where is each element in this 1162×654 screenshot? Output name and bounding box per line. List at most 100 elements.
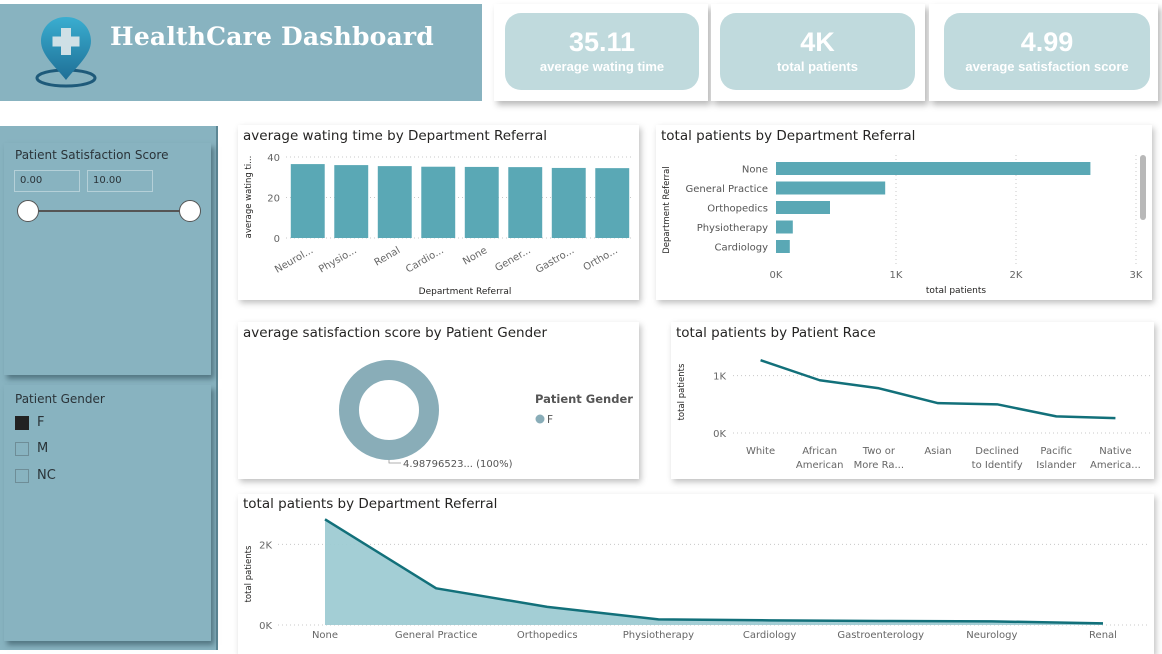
checkbox[interactable] (15, 469, 29, 483)
x-tick-label: Renal (373, 245, 403, 268)
chart-card-patients-by-department-area[interactable]: total patients by Department Referral 0K… (238, 494, 1154, 654)
slider-max-handle[interactable] (179, 200, 201, 222)
checkbox[interactable] (15, 442, 29, 456)
bar (776, 162, 1091, 175)
legend-marker (535, 414, 545, 424)
x-tick-label: Neurol... (273, 245, 315, 276)
x-tick-label: 3K (1130, 270, 1143, 281)
y-tick-label: 2K (259, 540, 272, 551)
bar (595, 168, 630, 238)
kpi-value: 35.11 (568, 27, 636, 57)
x-tick-label: Islander (1036, 460, 1077, 471)
option-label: F (37, 415, 45, 430)
slider-min-handle[interactable] (17, 200, 39, 222)
checkbox-checked[interactable] (15, 416, 29, 430)
x-tick-label: Asian (924, 446, 951, 457)
y-axis-title: total patients (244, 545, 254, 602)
chart-title: total patients by Patient Race (676, 325, 876, 341)
x-tick-label: Physio... (317, 245, 359, 275)
chart-card-patients-by-race[interactable]: total patients by Patient Race 0K 1K White… (671, 322, 1154, 479)
legend-title: Patient Gender (535, 392, 633, 406)
bar (464, 166, 499, 238)
x-tick-label: Declined (975, 446, 1019, 457)
bar (421, 166, 456, 238)
x-tick-label: None (461, 245, 489, 268)
x-tick-label: Gastroenterology (837, 630, 924, 641)
kpi-card-average-satisfaction-score[interactable]: 4.99 average satisfaction score (944, 13, 1150, 90)
x-tick-label: White (746, 446, 775, 457)
option-label: NC (37, 468, 56, 483)
bar (776, 201, 830, 214)
y-axis-title: total patients (677, 363, 687, 420)
kpi-card-average-waiting-time[interactable]: 35.11 average wating time (505, 13, 699, 90)
kpi-label: average wating time (539, 59, 665, 74)
data-label: 4.98796523... (100%) (403, 459, 513, 470)
bar (508, 167, 543, 238)
y-tick-label: Cardiology (715, 243, 769, 254)
bar (776, 181, 886, 195)
medical-location-pin-icon (35, 17, 97, 88)
waiting-time-bar-chart: 0 20 40 Neurol... Physio... Renal Cardio... Non… (244, 153, 634, 297)
x-tick-label: Cardio... (404, 245, 446, 275)
slicer-title: Patient Gender (15, 392, 105, 406)
chart-title: average wating time by Department Referr… (243, 128, 547, 144)
max-value-input[interactable]: 10.00 (87, 170, 153, 192)
scrollbar-thumb[interactable] (1140, 155, 1146, 220)
x-tick-label: Gastro... (534, 245, 576, 276)
legend-item: F (547, 414, 553, 426)
min-value-input[interactable]: 0.00 (14, 170, 80, 192)
x-tick-label: Ortho... (582, 245, 620, 273)
chart-title: total patients by Department Referral (661, 128, 916, 144)
satisfaction-score-slicer: Patient Satisfaction Score 0.00 10.00 (4, 143, 211, 375)
y-tick-label: Orthopedics (707, 204, 768, 215)
kpi-value: 4K (800, 27, 835, 57)
x-tick-label: 1K (890, 270, 903, 281)
y-axis-title: Department Referral (662, 166, 672, 254)
y-tick-label: 0K (713, 429, 726, 440)
x-tick-label: African (802, 446, 837, 457)
x-tick-label: None (312, 630, 338, 641)
x-tick-label: Physiotherapy (623, 630, 694, 641)
satisfaction-donut-chart: 4.98796523... (100%) Patient Gender F (339, 360, 633, 470)
dashboard-title: HealthCare Dashboard (110, 22, 434, 51)
y-axis-title: average wating ti... (244, 156, 254, 239)
x-tick-label: Native (1099, 446, 1131, 457)
donut-slice-f (339, 360, 439, 460)
slicer-title: Patient Satisfaction Score (15, 148, 169, 162)
x-tick-label: Pacific (1040, 446, 1072, 457)
y-tick-label: 0K (259, 621, 272, 632)
line-series (760, 359, 1116, 420)
chart-card-satisfaction-by-gender[interactable]: average satisfaction score by Patient Ge… (238, 322, 639, 479)
bar (776, 220, 793, 234)
kpi-label: average satisfaction score (965, 59, 1129, 74)
x-tick-label: 0K (770, 270, 783, 281)
patient-gender-slicer: Patient Gender F M NC (4, 385, 211, 641)
area-fill (325, 519, 1103, 625)
y-tick-label: 20 (267, 194, 280, 205)
bar (290, 164, 325, 238)
x-tick-label: Orthopedics (517, 630, 578, 641)
slider-track[interactable] (28, 210, 191, 212)
y-tick-label: 40 (267, 153, 280, 164)
x-tick-label: 2K (1010, 270, 1023, 281)
y-tick-label: None (742, 165, 768, 176)
x-tick-label: American (796, 460, 844, 471)
x-tick-label: Two or (862, 446, 896, 457)
patients-by-race-line-chart: 0K 1K White African American Two or More Ra...… (677, 359, 1150, 471)
kpi-value: 4.99 (1020, 27, 1074, 57)
x-tick-label: Cardiology (743, 630, 797, 641)
x-axis-title: Department Referral (419, 287, 512, 297)
chart-title: average satisfaction score by Patient Ge… (243, 325, 548, 341)
chart-card-patients-by-department[interactable]: total patients by Department Referral 0K… (656, 125, 1152, 300)
bar (334, 165, 369, 238)
kpi-card-total-patients[interactable]: 4K total patients (720, 13, 915, 90)
y-tick-label: 0 (274, 234, 280, 245)
x-tick-label: to Identify (972, 460, 1023, 471)
x-tick-label: Renal (1089, 630, 1117, 641)
chart-card-waiting-time[interactable]: average wating time by Department Referr… (238, 125, 639, 300)
patients-by-department-area-chart: 0K 2K None General Practice Orthopedics Physi… (244, 518, 1150, 641)
patients-by-department-bar-chart: 0K 1K 2K 3K None General Practice Orthopedics P… (662, 155, 1143, 296)
line-series (324, 518, 1104, 625)
y-tick-label: General Practice (685, 184, 768, 195)
x-tick-label: Gener... (493, 245, 532, 274)
